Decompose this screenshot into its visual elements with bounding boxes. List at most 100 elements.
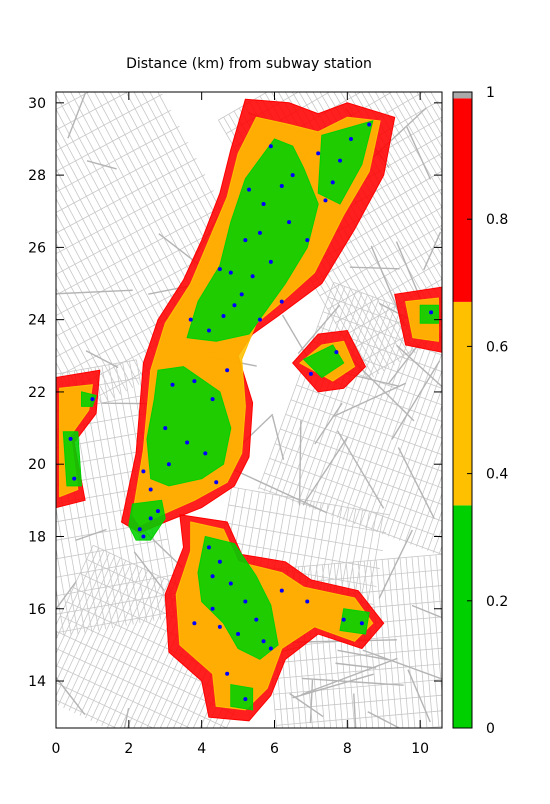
station-layer	[68, 122, 434, 702]
colorbar-tick-label: 0.4	[486, 467, 508, 483]
street	[56, 289, 133, 295]
street	[56, 677, 86, 715]
street	[302, 436, 349, 506]
coverage-region-green	[186, 138, 319, 342]
subway-station	[217, 559, 222, 564]
x-tick-label: 8	[343, 741, 352, 757]
y-tick-label: 22	[28, 385, 46, 401]
subway-station	[192, 379, 197, 384]
subway-station	[316, 151, 321, 156]
y-tick-label: 28	[28, 168, 46, 184]
subway-station	[330, 180, 335, 185]
subway-station	[192, 621, 197, 626]
street	[397, 447, 435, 519]
subway-station	[214, 480, 219, 485]
street	[335, 662, 377, 669]
subway-station	[236, 632, 241, 637]
coverage-region-green	[230, 684, 254, 711]
subway-station	[247, 187, 251, 192]
y-tick-label: 16	[28, 602, 46, 618]
street	[353, 693, 357, 728]
subway-station	[206, 328, 211, 333]
x-axis: 0 2 4 6 8 10	[52, 92, 429, 757]
subway-station	[228, 270, 233, 275]
subway-station	[268, 144, 273, 149]
subway-station	[72, 476, 77, 481]
y-axis: 14 16 18 20 22 24 26 28 30	[28, 96, 442, 690]
subway-station	[279, 183, 284, 188]
subway-station	[148, 487, 153, 492]
street	[407, 669, 431, 723]
subway-station	[155, 509, 160, 514]
street	[123, 707, 130, 728]
subway-station	[290, 173, 295, 178]
x-tick-label: 4	[197, 741, 206, 757]
y-tick-label: 18	[28, 529, 46, 545]
colorbar-band-yellow	[453, 301, 472, 506]
subway-station	[261, 639, 266, 644]
street	[337, 649, 389, 661]
subway-station	[185, 440, 190, 445]
street	[423, 231, 442, 271]
subway-station	[287, 220, 292, 225]
subway-station	[268, 259, 273, 264]
subway-station	[268, 646, 273, 651]
coverage-region-green	[339, 608, 370, 635]
street	[298, 420, 302, 506]
street	[336, 430, 385, 509]
subway-station	[279, 588, 284, 593]
subway-station	[243, 697, 248, 702]
street	[391, 360, 441, 440]
subway-station	[148, 516, 153, 521]
street	[56, 580, 77, 611]
subway-station	[254, 617, 259, 622]
colorbar-tick-label: 0	[486, 721, 495, 737]
subway-station	[90, 397, 95, 402]
street	[378, 529, 413, 599]
x-tick-label: 6	[270, 741, 279, 757]
subway-station	[243, 599, 248, 604]
subway-station	[359, 621, 364, 626]
street	[86, 160, 117, 170]
subway-station	[257, 230, 262, 235]
subway-station	[429, 310, 434, 315]
street	[332, 382, 407, 418]
street	[133, 551, 165, 591]
street	[362, 649, 442, 680]
subway-station	[221, 314, 226, 319]
street	[396, 344, 442, 388]
colorbar-tick-label: 0.2	[486, 594, 508, 610]
subway-station	[243, 238, 248, 243]
subway-station	[323, 198, 328, 203]
street	[349, 266, 400, 270]
subway-station	[206, 545, 211, 550]
plot-area	[56, 92, 442, 728]
subway-station	[141, 469, 146, 474]
colorbar-band-green	[453, 505, 472, 728]
x-tick-label: 10	[411, 741, 429, 757]
colorbar-tick-label: 0.8	[486, 212, 508, 228]
street	[232, 468, 327, 514]
coverage-region-green	[419, 304, 439, 324]
subway-station	[225, 671, 230, 676]
coverage-region-green	[302, 344, 345, 379]
coverage-region-green	[197, 535, 279, 660]
subway-station	[188, 317, 193, 322]
coverage-layer	[56, 98, 442, 722]
coverage-region-green	[81, 391, 97, 407]
colorbar-band-gray	[453, 92, 472, 99]
colorbar-tick-label: 1	[486, 85, 495, 101]
street	[292, 673, 374, 699]
y-tick-label: 30	[28, 96, 46, 112]
subway-station	[348, 136, 353, 141]
subway-station	[141, 534, 146, 539]
subway-station	[170, 382, 175, 387]
y-tick-label: 20	[28, 457, 46, 473]
colorbar-band-red	[453, 98, 472, 302]
street	[411, 604, 442, 619]
street	[85, 350, 119, 369]
x-tick-label: 0	[52, 741, 61, 757]
coverage-region-green	[128, 499, 166, 541]
subway-station	[166, 462, 171, 467]
